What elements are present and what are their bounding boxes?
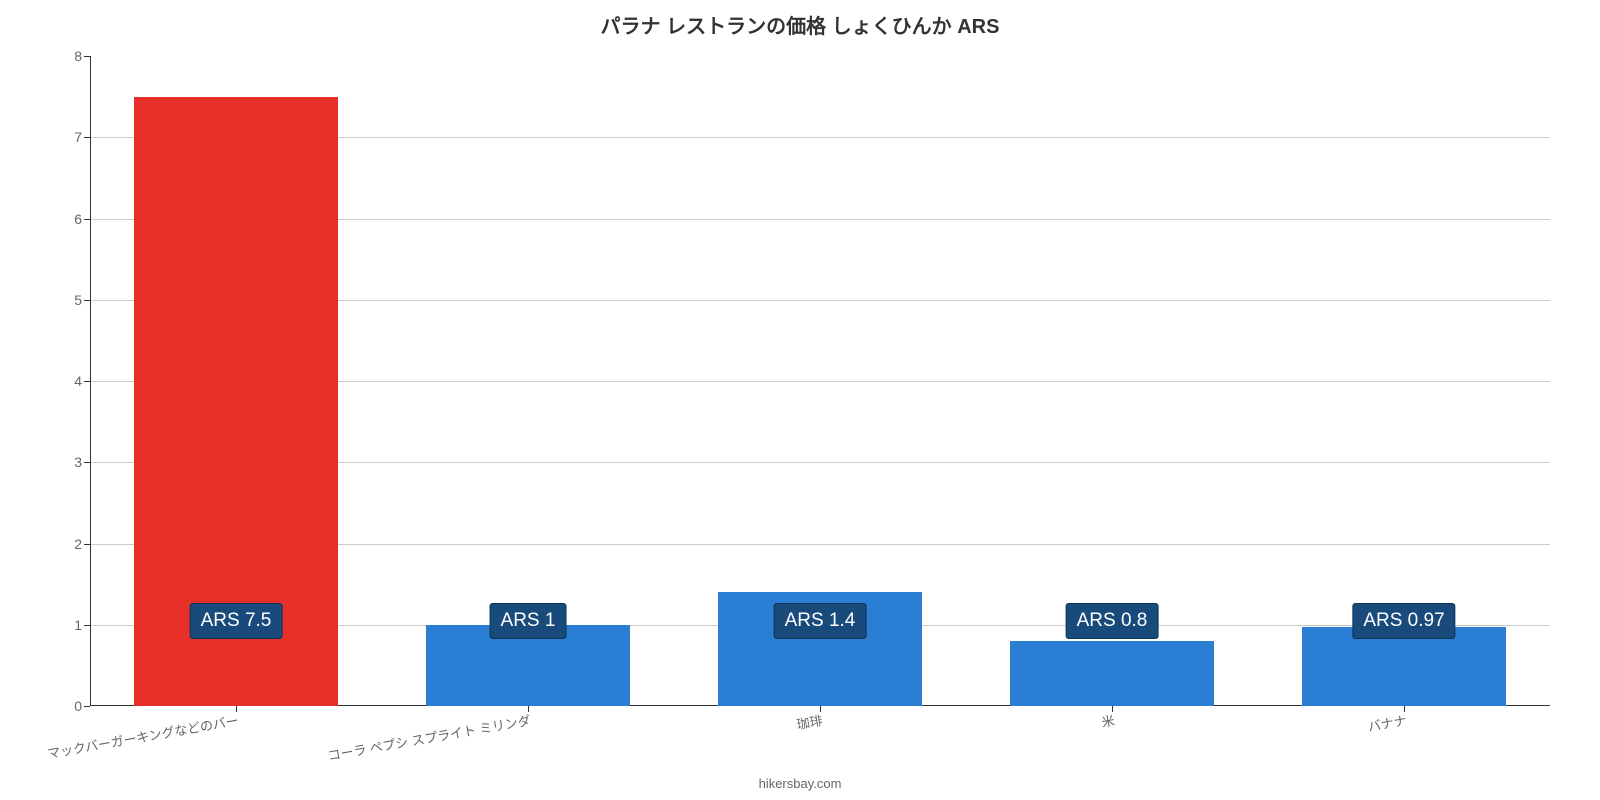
plot-area: 012345678マックバーガーキングなどのバーARS 7.5コーラ ペプシ ス… <box>90 56 1550 706</box>
value-badge: ARS 0.8 <box>1066 603 1159 639</box>
x-tick-label: バナナ <box>1366 706 1408 735</box>
price-bar-chart: パラナ レストランの価格 しょくひんか ARS 012345678マックバーガー… <box>0 0 1600 800</box>
value-badge: ARS 0.97 <box>1352 603 1455 639</box>
x-tick-label: 米 <box>1099 706 1116 731</box>
y-tick-label: 0 <box>74 698 90 714</box>
y-axis-line <box>90 56 91 706</box>
value-badge: ARS 1.4 <box>774 603 867 639</box>
chart-title: パラナ レストランの価格 しょくひんか ARS <box>0 10 1600 39</box>
y-tick-label: 4 <box>74 373 90 389</box>
y-tick-label: 5 <box>74 292 90 308</box>
bar <box>1010 641 1214 706</box>
bar <box>1302 627 1506 706</box>
y-tick-label: 3 <box>74 454 90 470</box>
y-tick-label: 1 <box>74 617 90 633</box>
x-tick-label: 珈琲 <box>794 706 824 733</box>
attribution-text: hikersbay.com <box>0 776 1600 791</box>
y-tick-label: 8 <box>74 48 90 64</box>
value-badge: ARS 7.5 <box>190 603 283 639</box>
y-tick-label: 6 <box>74 211 90 227</box>
x-tick-label: マックバーガーキングなどのバー <box>45 706 240 762</box>
x-tick-label: コーラ ペプシ スプライト ミリンダ <box>325 706 532 764</box>
y-tick-label: 2 <box>74 536 90 552</box>
value-badge: ARS 1 <box>490 603 567 639</box>
y-tick-label: 7 <box>74 129 90 145</box>
